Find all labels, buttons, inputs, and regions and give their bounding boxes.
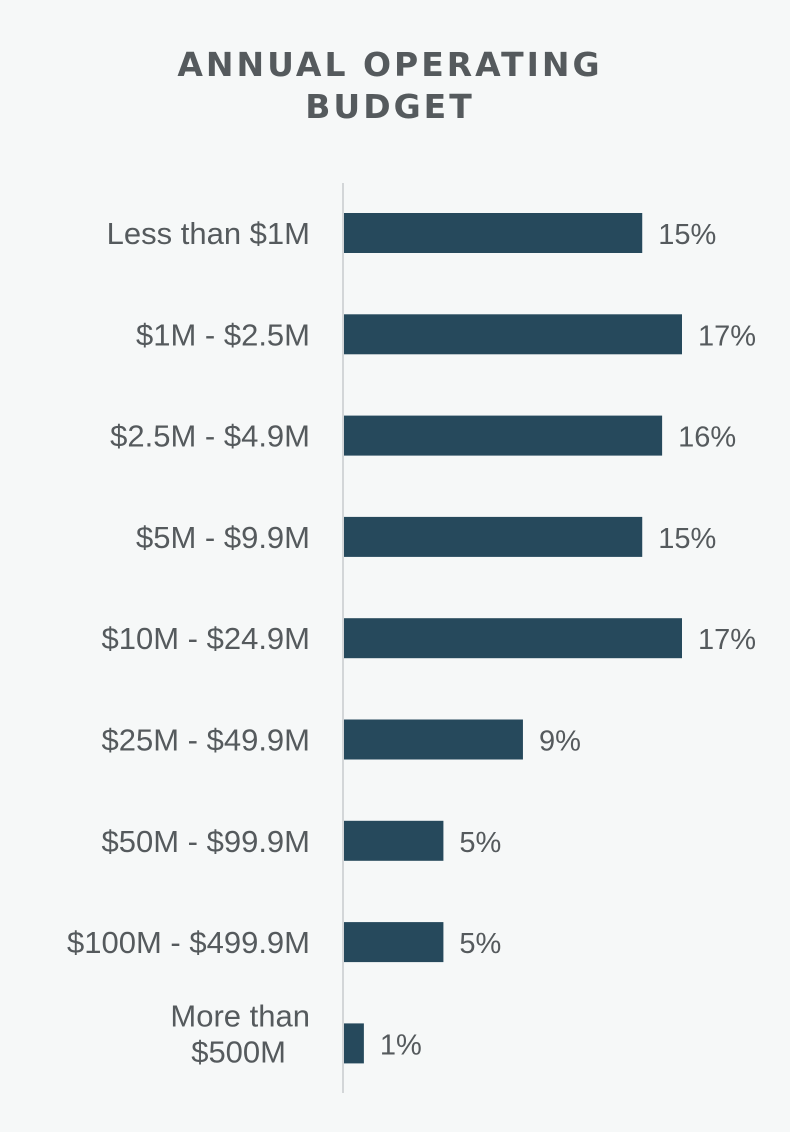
bar-value-label: 5%: [459, 827, 501, 859]
category-label-line: $10M - $24.9M: [102, 621, 311, 656]
bar: [344, 213, 643, 253]
chart-title: ANNUAL OPERATING BUDGET: [0, 44, 780, 128]
bar: [344, 618, 682, 659]
category-label: $100M - $499.9M: [67, 925, 310, 960]
chart-title-line-1: ANNUAL OPERATING: [177, 45, 603, 84]
bar: [344, 719, 523, 760]
bar: [344, 516, 643, 557]
bar-value-label: 17%: [698, 624, 756, 656]
category-label-line: $500M: [191, 1034, 286, 1069]
category-label: Less than $1M: [107, 216, 310, 251]
bar-value-label: 15%: [658, 219, 716, 251]
chart-title-line-2: BUDGET: [305, 87, 475, 126]
category-label-line: $50M - $99.9M: [102, 824, 311, 859]
bar: [344, 314, 682, 355]
bar: [344, 415, 663, 456]
category-label: $25M - $49.9M: [102, 723, 311, 758]
bar-value-label: 17%: [698, 320, 756, 352]
bar-value-label: 15%: [658, 523, 716, 555]
category-label: $50M - $99.9M: [102, 824, 311, 859]
category-label-line: $1M - $2.5M: [136, 317, 310, 352]
category-label: $10M - $24.9M: [102, 621, 311, 656]
category-label: $2.5M - $4.9M: [110, 419, 310, 454]
bar-value-label: 9%: [539, 726, 581, 758]
category-label: More than $500M: [170, 998, 310, 1069]
category-label: $1M - $2.5M: [136, 317, 310, 352]
bar-value-label: 1%: [380, 1029, 422, 1061]
category-label-line: $2.5M - $4.9M: [110, 419, 310, 454]
bar: [344, 820, 444, 861]
bar-value-label: 16%: [678, 422, 736, 454]
category-label-line: $5M - $9.9M: [136, 520, 310, 555]
bar: [344, 922, 444, 963]
bar-value-label: 5%: [459, 928, 501, 960]
category-label-line: Less than $1M: [107, 216, 310, 251]
category-label-line: $100M - $499.9M: [67, 925, 310, 960]
category-label-line: More than: [170, 998, 310, 1033]
category-label: $5M - $9.9M: [136, 520, 310, 555]
category-label-line: $25M - $49.9M: [102, 723, 311, 758]
bar: [344, 1023, 364, 1064]
